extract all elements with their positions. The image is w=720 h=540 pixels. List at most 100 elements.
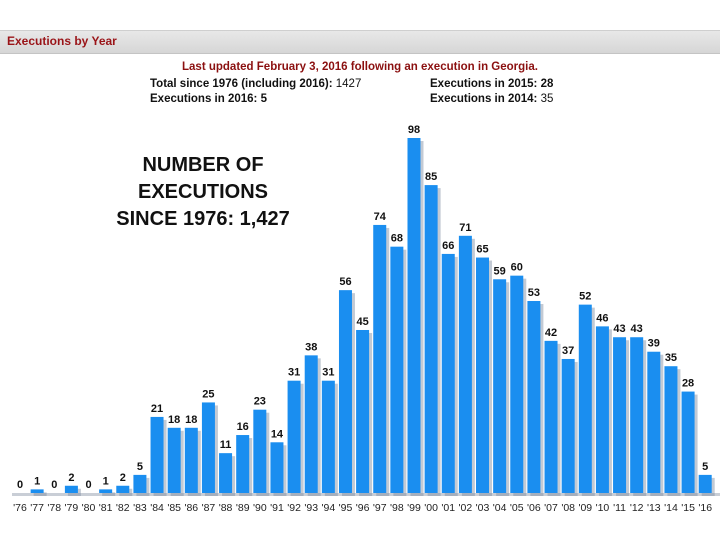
x-tick-label: '90 [253, 502, 267, 514]
exec2015-value: 28 [540, 78, 554, 90]
bar-09 [578, 304, 592, 493]
value-label: 0 [51, 479, 57, 491]
x-tick-label: '92 [287, 502, 301, 514]
value-label: 65 [476, 244, 488, 256]
page-title: Executions by Year [7, 34, 117, 48]
bar-86 [184, 427, 198, 493]
value-label: 56 [339, 276, 351, 288]
value-label: 43 [631, 323, 643, 335]
bar-shadow [33, 492, 47, 496]
bar-08 [561, 358, 575, 493]
x-tick-label: '82 [116, 502, 130, 514]
value-label: 52 [579, 291, 591, 303]
bar-04 [493, 279, 507, 493]
bar-84 [150, 416, 164, 493]
value-label: 39 [648, 338, 660, 350]
bar-12 [630, 337, 644, 493]
value-label: 74 [374, 211, 387, 223]
bar-87 [201, 402, 215, 493]
header-bar: Executions by Year [0, 30, 720, 54]
bar-77 [30, 489, 44, 493]
bar-99 [407, 138, 421, 493]
x-tick-label: '08 [561, 502, 575, 514]
last-updated-text: Last updated February 3, 2016 following … [182, 61, 538, 73]
bar-82 [116, 485, 130, 493]
x-tick-label: '96 [356, 502, 370, 514]
x-tick-label: '88 [219, 502, 233, 514]
value-label: 25 [202, 388, 214, 400]
value-label: 1 [103, 475, 109, 487]
value-label: 18 [168, 414, 180, 426]
x-tick-label: '98 [390, 502, 404, 514]
x-tick-label: '99 [407, 502, 421, 514]
executions-2016: Executions in 2016: 5 [150, 93, 267, 105]
bar-06 [527, 301, 541, 493]
exec2014-label: Executions in 2014: [430, 93, 538, 105]
x-tick-label: '00 [424, 502, 438, 514]
x-tick-label: '93 [304, 502, 318, 514]
value-label: 0 [17, 479, 23, 491]
value-label: 98 [408, 124, 420, 136]
value-label: 14 [271, 428, 284, 440]
bar-05 [510, 275, 524, 493]
value-label: 28 [682, 378, 694, 390]
bar-11 [613, 337, 627, 493]
chart-title-line-1: NUMBER OF EXECUTIONS [137, 154, 269, 203]
value-label: 18 [185, 414, 197, 426]
chart-title-line-2: SINCE 1976: 1,427 [116, 208, 290, 230]
chart-title: NUMBER OF EXECUTIONS SINCE 1976: 1,427 [78, 152, 328, 233]
bar-02 [458, 235, 472, 493]
bar-97 [373, 224, 387, 493]
value-label: 5 [137, 461, 143, 473]
value-label: 2 [68, 472, 74, 484]
value-label: 21 [151, 403, 163, 415]
executions-2015: Executions in 2015: 28 [430, 78, 553, 90]
value-label: 0 [85, 479, 91, 491]
value-label: 2 [120, 472, 126, 484]
x-tick-label: '02 [459, 502, 473, 514]
x-tick-label: '09 [578, 502, 592, 514]
value-label: 53 [528, 287, 540, 299]
value-label: 66 [442, 240, 454, 252]
exec2015-label: Executions in 2015: [430, 78, 538, 90]
x-tick-label: '05 [510, 502, 524, 514]
bar-10 [595, 326, 609, 493]
value-label: 71 [459, 222, 471, 234]
exec2016-value: 5 [260, 93, 267, 105]
x-tick-label: '91 [270, 502, 284, 514]
x-tick-label: '77 [30, 502, 44, 514]
bar-93 [304, 355, 318, 493]
value-label: 59 [494, 265, 506, 277]
total-label: Total since 1976 (including 2016): [150, 78, 333, 90]
bar-00 [424, 185, 438, 493]
x-tick-label: '78 [47, 502, 61, 514]
bar-13 [647, 351, 661, 493]
value-label: 68 [391, 233, 403, 245]
value-label: 1 [34, 475, 40, 487]
value-label: 11 [220, 439, 232, 451]
x-tick-label: '10 [596, 502, 610, 514]
bar-81 [99, 489, 113, 493]
x-tick-label: '04 [493, 502, 507, 514]
bar-15 [681, 391, 695, 493]
value-label: 43 [613, 323, 625, 335]
value-label: 85 [425, 171, 437, 183]
bar-88 [219, 453, 233, 493]
x-tick-label: '16 [698, 502, 712, 514]
x-tick-label: '06 [527, 502, 541, 514]
x-tick-label: '14 [664, 502, 678, 514]
value-label: 23 [254, 396, 266, 408]
bar-79 [64, 485, 78, 493]
value-label: 45 [356, 316, 368, 328]
x-tick-label: '12 [630, 502, 644, 514]
bars-layer: 0 '76 1 '77 0 '78 2 '79 0 '80 1 '81 2 '82 5 '83 21 '84 18 '… [12, 124, 720, 514]
x-tick-label: '80 [82, 502, 96, 514]
total-value: 1427 [335, 78, 362, 90]
value-label: 46 [596, 312, 608, 324]
bar-96 [356, 329, 370, 493]
bar-14 [664, 366, 678, 493]
bar-94 [321, 380, 335, 493]
value-label: 42 [545, 327, 557, 339]
executions-2014: Executions in 2014: 35 [430, 93, 553, 105]
